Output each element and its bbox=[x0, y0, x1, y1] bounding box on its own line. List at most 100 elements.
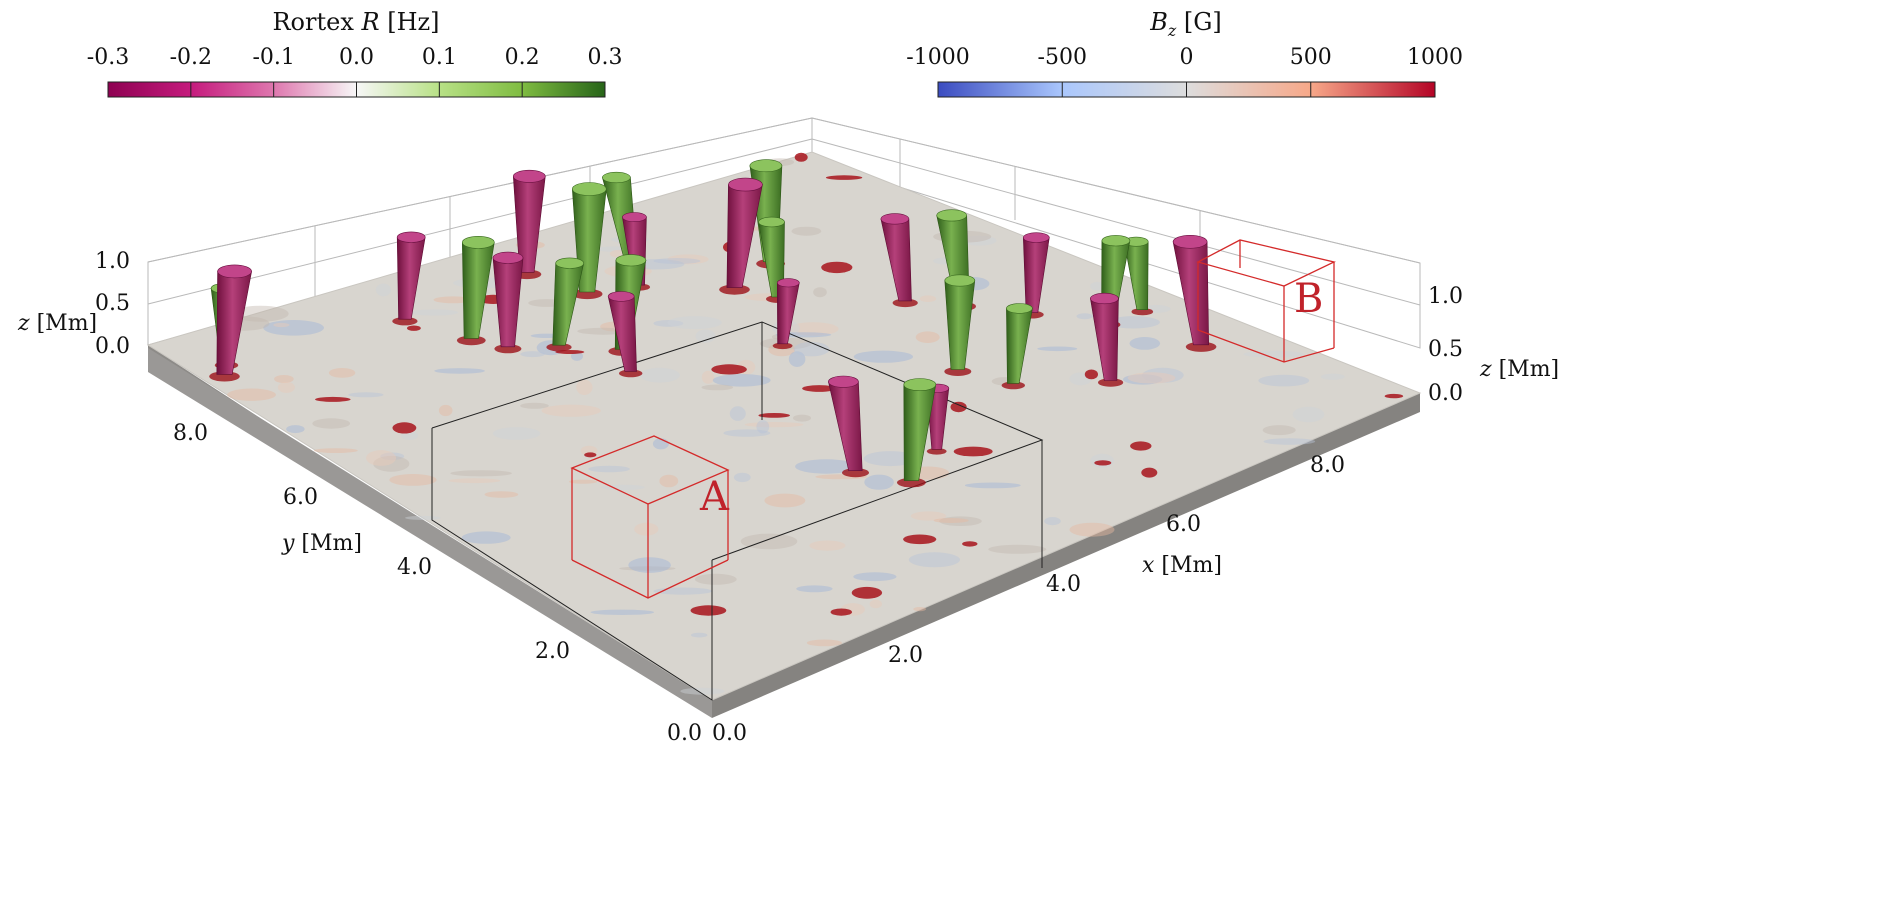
field-patch bbox=[312, 418, 351, 429]
vortex-tube-positive bbox=[944, 274, 976, 376]
region-b-bottom bbox=[1197, 329, 1335, 363]
tube-cap bbox=[758, 216, 785, 228]
strong-field-patch bbox=[1084, 369, 1098, 380]
y-tick-4: 2.0 bbox=[535, 639, 570, 664]
field-patch bbox=[434, 368, 485, 374]
tube-cap bbox=[571, 182, 607, 196]
field-patch bbox=[348, 392, 384, 398]
field-patch bbox=[568, 479, 598, 484]
tube-cap bbox=[776, 278, 800, 288]
vortex-tube-positive bbox=[456, 235, 495, 346]
colorbar-tick-label: -500 bbox=[1038, 45, 1087, 70]
tube-cap bbox=[936, 209, 968, 222]
slab-left-side-front bbox=[148, 348, 712, 718]
strong-field-patch bbox=[758, 413, 790, 418]
z-left-tick-3: 0.0 bbox=[95, 334, 130, 359]
field-patch bbox=[680, 687, 725, 695]
x-tick-1: 8.0 bbox=[1310, 453, 1345, 478]
field-patch bbox=[795, 459, 858, 474]
y-axis-label: y [Mm] bbox=[281, 531, 362, 556]
field-patch bbox=[461, 531, 511, 544]
x-tick-2: 6.0 bbox=[1166, 512, 1201, 537]
field-patch bbox=[492, 427, 541, 440]
field-patch bbox=[691, 632, 708, 638]
field-patch bbox=[653, 587, 713, 595]
strong-field-patch bbox=[821, 261, 853, 274]
field-patch bbox=[389, 474, 437, 486]
colorbar-tick-label: 0.1 bbox=[422, 45, 457, 70]
field-patch bbox=[1076, 313, 1093, 320]
field-patch bbox=[653, 258, 701, 264]
strong-field-patch bbox=[851, 586, 883, 599]
field-patch bbox=[263, 320, 324, 336]
strong-field-patch bbox=[315, 396, 351, 402]
slab-right-side bbox=[712, 393, 1420, 718]
field-patch bbox=[1262, 425, 1296, 436]
field-patch bbox=[667, 254, 709, 265]
field-patch bbox=[1127, 372, 1176, 384]
tube-cap bbox=[749, 159, 783, 173]
field-patch bbox=[723, 429, 771, 437]
field-patch bbox=[787, 322, 839, 336]
field-patch bbox=[1258, 374, 1310, 387]
x-axis-label: x [Mm] bbox=[1142, 553, 1222, 578]
vortex-tube-positive bbox=[546, 257, 585, 352]
field-patch bbox=[863, 451, 917, 467]
field-patch bbox=[733, 472, 751, 483]
strong-field-patch bbox=[690, 605, 727, 616]
region-a-bottom bbox=[571, 559, 729, 599]
field-patch bbox=[853, 572, 897, 582]
x-axis: 8.0 6.0 4.0 2.0 0.0 x [Mm] bbox=[712, 453, 1345, 746]
vortex-tube-negative bbox=[1090, 292, 1124, 387]
strong-field-patch bbox=[1384, 393, 1404, 399]
field-patch bbox=[695, 329, 716, 343]
field-patch bbox=[366, 450, 397, 466]
strong-field-patch bbox=[830, 608, 852, 616]
x-tick-5: 0.0 bbox=[712, 721, 747, 746]
field-patch bbox=[274, 375, 294, 383]
field-patch bbox=[448, 478, 501, 484]
field-patch bbox=[375, 283, 391, 297]
colorbar-tick-label: -0.2 bbox=[170, 45, 212, 70]
field-patch bbox=[1123, 374, 1163, 385]
field-patch bbox=[328, 368, 356, 378]
tube-cap bbox=[602, 171, 631, 184]
field-patch bbox=[450, 470, 512, 477]
strong-field-patch bbox=[392, 422, 417, 434]
z-left-tick-1: 1.0 bbox=[95, 249, 130, 274]
tube-cap bbox=[944, 274, 976, 287]
field-patch bbox=[919, 295, 937, 303]
field-patch bbox=[809, 540, 846, 551]
field-patch bbox=[433, 296, 473, 304]
tube-cap bbox=[1023, 232, 1050, 243]
strong-field-patch bbox=[794, 152, 808, 162]
tube-cap bbox=[615, 254, 647, 267]
y-axis: 8.0 6.0 4.0 2.0 0.0 y [Mm] bbox=[173, 421, 702, 746]
vortex-tubes bbox=[209, 159, 1217, 488]
field-patch bbox=[729, 406, 746, 421]
field-patch bbox=[373, 455, 410, 472]
grid-line bbox=[811, 117, 1421, 264]
field-patch bbox=[286, 425, 305, 434]
field-patch bbox=[1320, 373, 1345, 380]
vortex-tube-positive bbox=[1123, 236, 1154, 316]
field-patch bbox=[601, 484, 645, 491]
vortex-tube-negative bbox=[209, 264, 252, 382]
grid-line bbox=[147, 117, 813, 263]
field-patch bbox=[910, 511, 947, 521]
field-patch bbox=[628, 557, 671, 573]
strong-field-patch bbox=[407, 325, 421, 331]
x-tick-4: 2.0 bbox=[888, 643, 923, 668]
field-patch bbox=[939, 516, 982, 526]
tube-cap bbox=[828, 375, 859, 388]
strong-field-patch bbox=[802, 385, 837, 392]
field-patch bbox=[988, 544, 1047, 554]
field-patch bbox=[712, 374, 771, 387]
field-patch bbox=[588, 465, 630, 473]
field-patch bbox=[701, 384, 734, 391]
field-patch bbox=[667, 316, 722, 330]
z-axis-left: 1.0 0.5 0.0 z [Mm] bbox=[17, 249, 130, 359]
region-box-b: B bbox=[1196, 239, 1336, 363]
tube-cap bbox=[461, 235, 495, 249]
z-left-axis-label: z [Mm] bbox=[17, 311, 97, 336]
